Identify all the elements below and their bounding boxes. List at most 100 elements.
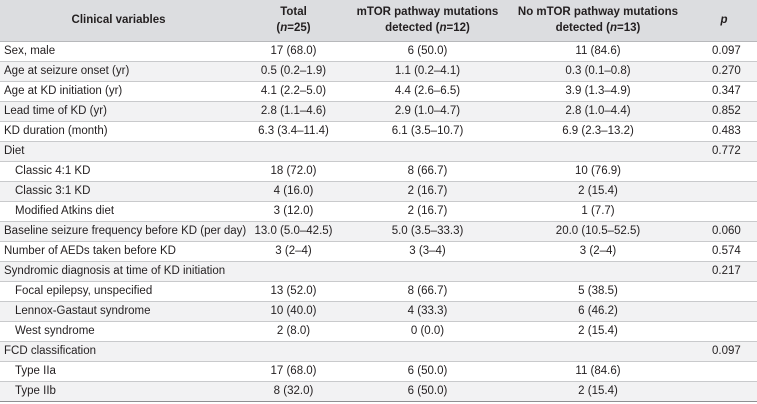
cell-total: 3 (2–4) bbox=[237, 241, 350, 262]
table-row: Number of AEDs taken before KD 3 (2–4) 3 (… bbox=[0, 241, 757, 262]
cell-mtor-detected: 1.1 (0.2–4.1) bbox=[350, 61, 505, 82]
header-mtor-line2: detected (n=12) bbox=[385, 22, 470, 35]
header-no-mtor-detected: No mTOR pathway mutations detected (n=13… bbox=[505, 0, 691, 42]
cell-no-mtor-detected: 11 (84.6) bbox=[505, 361, 691, 382]
cell-mtor-detected: 8 (66.7) bbox=[350, 161, 505, 182]
row-label: Focal epilepsy, unspecified bbox=[0, 281, 237, 302]
row-label: Baseline seizure frequency before KD (pe… bbox=[0, 221, 246, 242]
cell-p-value: 0.574 bbox=[691, 241, 757, 262]
table-row: Syndromic diagnosis at time of KD initia… bbox=[0, 261, 757, 282]
table-row: Age at seizure onset (yr) 0.5 (0.2–1.9) 1.… bbox=[0, 61, 757, 82]
cell-total: 18 (72.0) bbox=[237, 161, 350, 182]
cell-mtor-detected bbox=[350, 341, 505, 362]
header-mtor-line1: mTOR pathway mutations bbox=[356, 6, 499, 19]
cell-total: 17 (68.0) bbox=[237, 41, 350, 62]
header-total-line1: Total bbox=[280, 6, 307, 19]
table-header: Clinical variables Total (n=25) mTOR pat… bbox=[0, 0, 757, 42]
cell-p-value: 0.772 bbox=[691, 141, 757, 162]
cell-p-value bbox=[691, 321, 757, 342]
header-total: Total (n=25) bbox=[237, 0, 350, 42]
cell-no-mtor-detected bbox=[505, 341, 691, 362]
cell-total: 4 (16.0) bbox=[237, 181, 350, 202]
table-row: KD duration (month) 6.3 (3.4–11.4) 6.1 (3.… bbox=[0, 121, 757, 142]
cell-total: 10 (40.0) bbox=[237, 301, 350, 322]
cell-total bbox=[237, 261, 350, 282]
cell-mtor-detected: 6 (50.0) bbox=[350, 41, 505, 62]
cell-total: 3 (12.0) bbox=[237, 201, 350, 222]
cell-no-mtor-detected bbox=[505, 261, 691, 282]
header-total-line2: (n=25) bbox=[276, 22, 311, 35]
cell-mtor-detected: 6.1 (3.5–10.7) bbox=[350, 121, 505, 142]
cell-mtor-detected: 4.4 (2.6–6.5) bbox=[350, 81, 505, 102]
cell-p-value bbox=[691, 361, 757, 382]
cell-total: 17 (68.0) bbox=[237, 361, 350, 382]
cell-no-mtor-detected: 1 (7.7) bbox=[505, 201, 691, 222]
row-label: Type IIb bbox=[0, 381, 237, 402]
cell-total: 2.8 (1.1–4.6) bbox=[237, 101, 350, 122]
cell-p-value: 0.097 bbox=[691, 41, 757, 62]
table-body: Sex, male 17 (68.0) 6 (50.0) 11 (84.6) 0.097… bbox=[0, 41, 757, 402]
row-label: Lennox-Gastaut syndrome bbox=[0, 301, 237, 322]
cell-no-mtor-detected: 2 (15.4) bbox=[505, 181, 691, 202]
cell-mtor-detected: 4 (33.3) bbox=[350, 301, 505, 322]
cell-total: 2 (8.0) bbox=[237, 321, 350, 342]
cell-mtor-detected: 8 (66.7) bbox=[350, 281, 505, 302]
cell-mtor-detected bbox=[350, 141, 505, 162]
cell-total bbox=[237, 341, 350, 362]
row-label: Sex, male bbox=[0, 41, 237, 62]
table-row: FCD classification 0.097 bbox=[0, 341, 757, 362]
cell-total: 0.5 (0.2–1.9) bbox=[237, 61, 350, 82]
cell-no-mtor-detected: 10 (76.9) bbox=[505, 161, 691, 182]
table-row: Diet 0.772 bbox=[0, 141, 757, 162]
cell-p-value bbox=[691, 301, 757, 322]
table-row: Type IIa 17 (68.0) 6 (50.0) 11 (84.6) bbox=[0, 361, 757, 382]
row-label: Age at KD initiation (yr) bbox=[0, 81, 237, 102]
cell-no-mtor-detected: 6 (46.2) bbox=[505, 301, 691, 322]
cell-mtor-detected: 2 (16.7) bbox=[350, 201, 505, 222]
table-row: Lead time of KD (yr) 2.8 (1.1–4.6) 2.9 (1.… bbox=[0, 101, 757, 122]
cell-p-value: 0.060 bbox=[691, 221, 757, 242]
table-row: West syndrome 2 (8.0) 0 (0.0) 2 (15.4) bbox=[0, 321, 757, 342]
cell-p-value bbox=[691, 201, 757, 222]
header-nomtor-line2: detected (n=13) bbox=[555, 22, 641, 35]
table-row: Modified Atkins diet 3 (12.0) 2 (16.7) 1 (7… bbox=[0, 201, 757, 222]
table-row: Lennox-Gastaut syndrome 10 (40.0) 4 (33.3)… bbox=[0, 301, 757, 322]
cell-no-mtor-detected: 2 (15.4) bbox=[505, 381, 691, 402]
table-row: Classic 4:1 KD 18 (72.0) 8 (66.7) 10 (76.9) bbox=[0, 161, 757, 182]
cell-no-mtor-detected: 20.0 (10.5–52.5) bbox=[505, 221, 691, 242]
table-row: Baseline seizure frequency before KD (pe… bbox=[0, 221, 757, 242]
row-label: Modified Atkins diet bbox=[0, 201, 237, 222]
cell-total: 13 (52.0) bbox=[237, 281, 350, 302]
cell-total: 6.3 (3.4–11.4) bbox=[237, 121, 350, 142]
row-label: Age at seizure onset (yr) bbox=[0, 61, 237, 82]
table-row: Sex, male 17 (68.0) 6 (50.0) 11 (84.6) 0.097 bbox=[0, 41, 757, 62]
header-clinical-variables: Clinical variables bbox=[0, 0, 237, 42]
cell-p-value bbox=[691, 181, 757, 202]
cell-total bbox=[237, 141, 350, 162]
row-label: Syndromic diagnosis at time of KD initia… bbox=[0, 261, 237, 282]
cell-p-value: 0.483 bbox=[691, 121, 757, 142]
cell-p-value: 0.852 bbox=[691, 101, 757, 122]
cell-p-value bbox=[691, 381, 757, 402]
cell-no-mtor-detected: 2.8 (1.0–4.4) bbox=[505, 101, 691, 122]
row-label: Classic 3:1 KD bbox=[0, 181, 237, 202]
row-label: Classic 4:1 KD bbox=[0, 161, 237, 182]
row-label: FCD classification bbox=[0, 341, 237, 362]
cell-mtor-detected: 6 (50.0) bbox=[350, 361, 505, 382]
cell-no-mtor-detected: 5 (38.5) bbox=[505, 281, 691, 302]
cell-no-mtor-detected: 0.3 (0.1–0.8) bbox=[505, 61, 691, 82]
row-label: Diet bbox=[0, 141, 237, 162]
cell-p-value bbox=[691, 281, 757, 302]
cell-total: 8 (32.0) bbox=[237, 381, 350, 402]
table-row: Type IIb 8 (32.0) 6 (50.0) 2 (15.4) bbox=[0, 381, 757, 402]
row-label: Number of AEDs taken before KD bbox=[0, 241, 237, 262]
cell-no-mtor-detected: 3 (2–4) bbox=[505, 241, 691, 262]
header-p-value: p bbox=[691, 0, 757, 42]
cell-mtor-detected: 6 (50.0) bbox=[350, 381, 505, 402]
cell-mtor-detected: 2 (16.7) bbox=[350, 181, 505, 202]
cell-p-value: 0.270 bbox=[691, 61, 757, 82]
cell-mtor-detected: 0 (0.0) bbox=[350, 321, 505, 342]
cell-mtor-detected: 2.9 (1.0–4.7) bbox=[350, 101, 505, 122]
cell-no-mtor-detected: 6.9 (2.3–13.2) bbox=[505, 121, 691, 142]
